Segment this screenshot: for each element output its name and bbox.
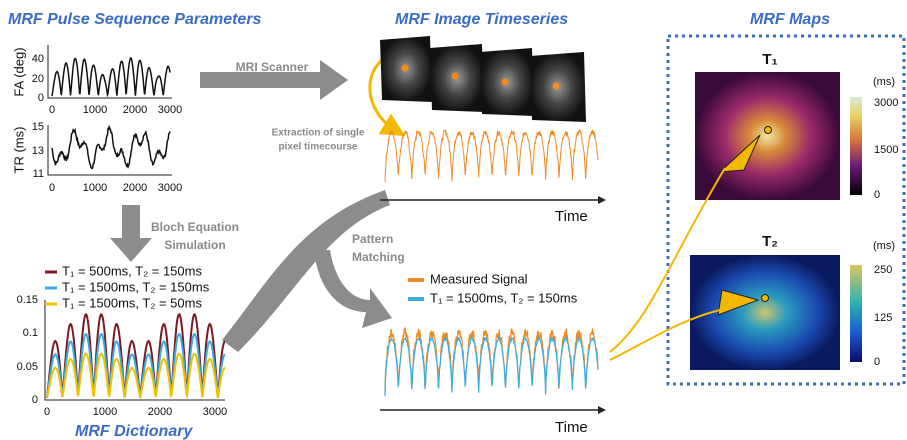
tick-label: 0	[874, 356, 880, 368]
title: MRF Maps	[750, 11, 830, 28]
map-title: T₂	[762, 233, 778, 250]
legend: T₁ = 500ms, T₂ = 150ms	[62, 263, 202, 278]
tick-label: 1000	[83, 104, 107, 116]
label: Bloch Equation	[151, 220, 239, 234]
simulation-arrow	[110, 205, 152, 262]
label: pixel timecourse	[279, 142, 358, 153]
tick-label: 0	[38, 92, 44, 104]
tick-label: 11	[33, 168, 44, 180]
title: MRF Dictionary	[75, 423, 193, 440]
tick-label: 0	[32, 394, 38, 406]
curve	[52, 127, 170, 169]
tick-label: 3000	[874, 97, 898, 109]
tick-label: 1000	[93, 406, 117, 418]
y-label: FA (deg)	[11, 47, 26, 96]
axis-label: Time	[555, 208, 588, 225]
tick-label: 3000	[203, 406, 227, 418]
legend: T₁ = 1500ms, T₂ = 50ms	[62, 295, 202, 310]
tick-label: 0.1	[23, 327, 38, 339]
legend: T₁ = 1500ms, T₂ = 150ms	[62, 279, 210, 294]
title: MRF Pulse Sequence Parameters	[8, 11, 262, 28]
legend: Measured Signal	[430, 271, 528, 286]
tick-label: 0	[44, 406, 50, 418]
tick-label: 0.15	[17, 294, 38, 306]
label: MRI Scanner	[236, 60, 309, 74]
title: MRF Image Timeseries	[395, 11, 568, 28]
tick-label: 3000	[158, 182, 182, 194]
label: Simulation	[164, 238, 225, 252]
tick-label: 250	[874, 264, 892, 276]
tick-label: 3000	[158, 104, 182, 116]
tick-label: 20	[32, 73, 44, 85]
tick-label: 15	[32, 121, 44, 133]
unit: (ms)	[873, 240, 895, 252]
y-label: TR (ms)	[11, 127, 26, 174]
image-stack	[380, 36, 586, 122]
tick-label: 2000	[148, 406, 172, 418]
tick-label: 0	[49, 182, 55, 194]
tick-label: 0	[874, 189, 880, 201]
tick-label: 0	[49, 104, 55, 116]
match-arrow-a	[222, 190, 390, 352]
tick-label: 40	[32, 53, 44, 65]
tick-label: 125	[874, 312, 892, 324]
label: Pattern	[352, 232, 393, 246]
diagram: MRF Pulse Sequence Parameters FA (deg) T…	[0, 0, 907, 440]
legend: T₁ = 1500ms, T₂ = 150ms	[430, 290, 578, 305]
label: Matching	[352, 250, 405, 264]
label: Extraction of single	[272, 128, 365, 139]
curve	[52, 58, 170, 96]
tick-label: 0.05	[17, 361, 38, 373]
tick-label: 1500	[874, 144, 898, 156]
curve	[385, 130, 598, 182]
tick-label: 2000	[123, 182, 147, 194]
tick-label: 13	[32, 145, 44, 157]
axis-label: Time	[555, 419, 588, 436]
tick-label: 1000	[83, 182, 107, 194]
map-title: T₁	[762, 51, 777, 68]
tick-label: 2000	[123, 104, 147, 116]
unit: (ms)	[873, 76, 895, 88]
